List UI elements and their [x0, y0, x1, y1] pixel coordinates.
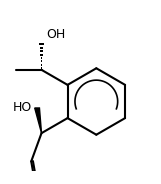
Text: OH: OH: [46, 28, 66, 41]
Polygon shape: [35, 108, 42, 133]
Text: HO: HO: [12, 101, 32, 114]
